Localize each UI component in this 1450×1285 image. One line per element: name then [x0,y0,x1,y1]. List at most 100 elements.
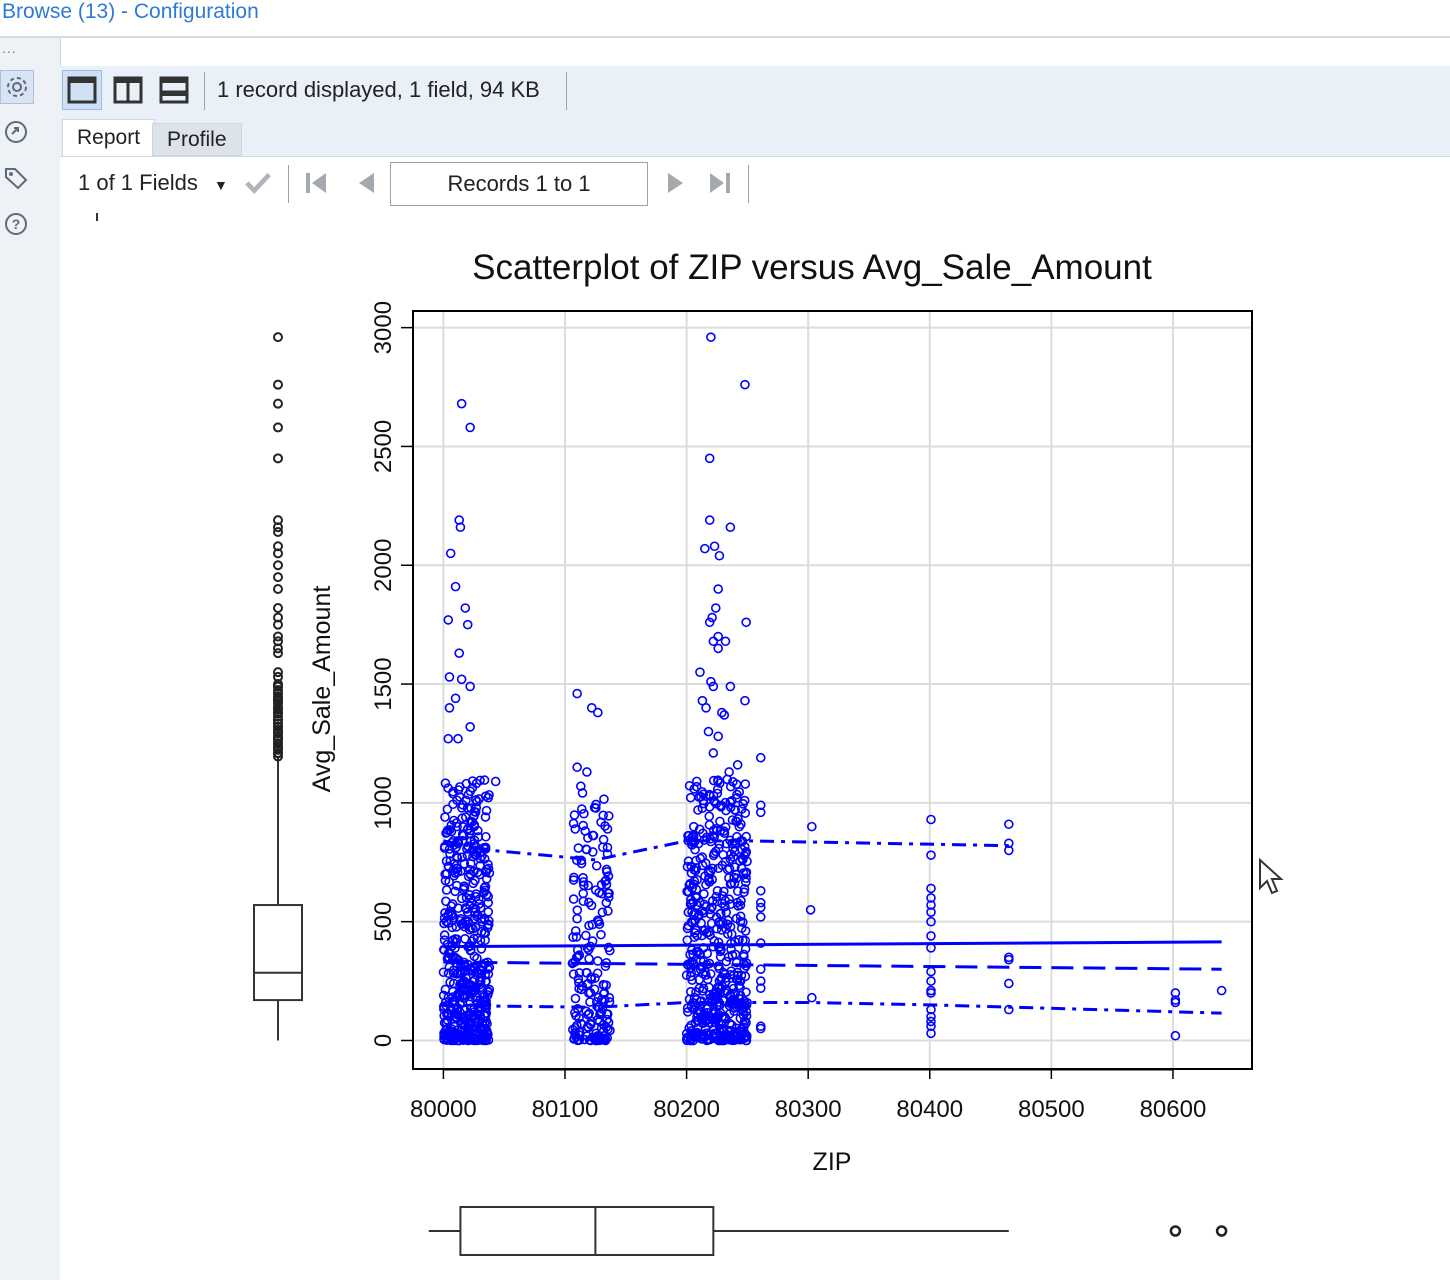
y-box-outlier [273,584,283,595]
data-point [724,767,734,777]
cluster-point [477,917,488,927]
cluster-point [573,843,584,853]
cluster-point [464,1020,475,1031]
cluster-point [741,958,752,968]
help-icon[interactable]: ? [0,208,32,240]
y-box-outlier [273,698,283,709]
cluster-point [741,987,751,997]
cluster-point [468,878,479,889]
series-line-dashed [443,960,1222,971]
data-point [926,814,936,825]
chart-title: Scatterplot of ZIP versus Avg_Sale_Amoun… [472,248,1152,287]
data-point [456,674,467,685]
point-clusters [438,774,752,1046]
cluster-point [731,957,742,968]
cluster-point [462,907,473,917]
data-point [1004,954,1014,965]
cluster-point [448,799,458,810]
cluster-point [738,917,748,927]
cluster-point [686,986,696,997]
cluster-point [483,859,493,870]
cluster-point [570,993,581,1004]
cluster-point [584,1008,594,1019]
split-horizontal-icon[interactable] [154,70,194,110]
data-point [1170,1030,1181,1041]
tab-profile[interactable]: Profile [152,123,242,156]
data-point [1004,838,1014,849]
cluster-point [706,918,717,929]
cluster-point [481,1031,492,1042]
cluster-point [439,1001,449,1012]
cluster-point [713,776,723,786]
cluster-point [574,968,585,978]
last-record-icon[interactable] [706,169,734,197]
single-view-icon[interactable] [62,70,102,110]
cluster-point [455,866,466,877]
data-point [755,902,766,913]
cluster-point [735,900,746,910]
field-selector[interactable]: 1 of 1 Fields ▼ [78,170,228,196]
previous-record-icon[interactable] [352,169,380,197]
cluster-point [682,861,693,872]
cluster-point [717,860,728,871]
data-point [926,976,936,986]
cluster-point [685,792,696,803]
cluster-point [592,1015,603,1025]
data-point [593,707,603,718]
window-title-bar: Browse (13) - Configuration [0,0,1450,38]
cluster-point [445,856,456,866]
checkmark-icon[interactable] [244,169,272,197]
cluster-point [681,970,692,981]
cluster-point [585,997,595,1007]
cluster-point [604,811,614,821]
y-box-outlier [273,648,283,659]
cluster-point [452,1025,463,1036]
cluster-point [476,926,487,937]
cluster-point [704,982,714,993]
cluster-point [711,798,722,809]
first-record-icon[interactable] [302,169,330,197]
cluster-point [580,826,591,836]
cluster-point [691,994,702,1005]
cluster-point [693,805,703,815]
y-box-outlier [273,643,283,654]
data-point [444,703,455,713]
cluster-point [457,829,468,839]
y-tick-label: 2000 [370,539,397,592]
tab-report[interactable]: Report [62,119,156,156]
y-box-outlier [273,721,283,732]
cluster-point [469,1014,480,1025]
more-dots[interactable]: ... [2,40,17,56]
cluster-point [705,866,716,876]
cluster-point [696,961,707,972]
navigate-icon[interactable] [0,116,32,148]
x-tick-label: 80000 [410,1096,477,1123]
cluster-point [735,911,746,922]
data-point [572,688,582,699]
split-vertical-icon[interactable] [108,70,148,110]
x-tick-label: 80200 [653,1096,720,1123]
data-point [1004,845,1014,856]
cluster-point [581,844,592,855]
record-info: 1 record displayed, 1 field, 94 KB [217,77,540,102]
x-tick-label: 80100 [532,1096,599,1123]
gear-icon[interactable] [0,70,34,104]
data-point [807,992,817,1003]
cluster-point [472,796,482,807]
x-box [459,1206,715,1256]
cluster-point [683,907,694,918]
data-point [1170,988,1181,998]
cluster-point [579,880,589,891]
cluster-point [462,984,473,994]
cluster-point [455,979,465,990]
cluster-point [691,781,702,792]
cluster-point [439,918,449,929]
y-box-outlier [273,691,283,702]
data-point [462,619,473,630]
cluster-point [586,900,597,911]
y-box-outlier [273,701,283,712]
data-points [443,332,1227,1041]
tag-icon[interactable] [0,162,32,194]
next-record-icon[interactable] [662,169,690,197]
cluster-point [718,849,728,860]
